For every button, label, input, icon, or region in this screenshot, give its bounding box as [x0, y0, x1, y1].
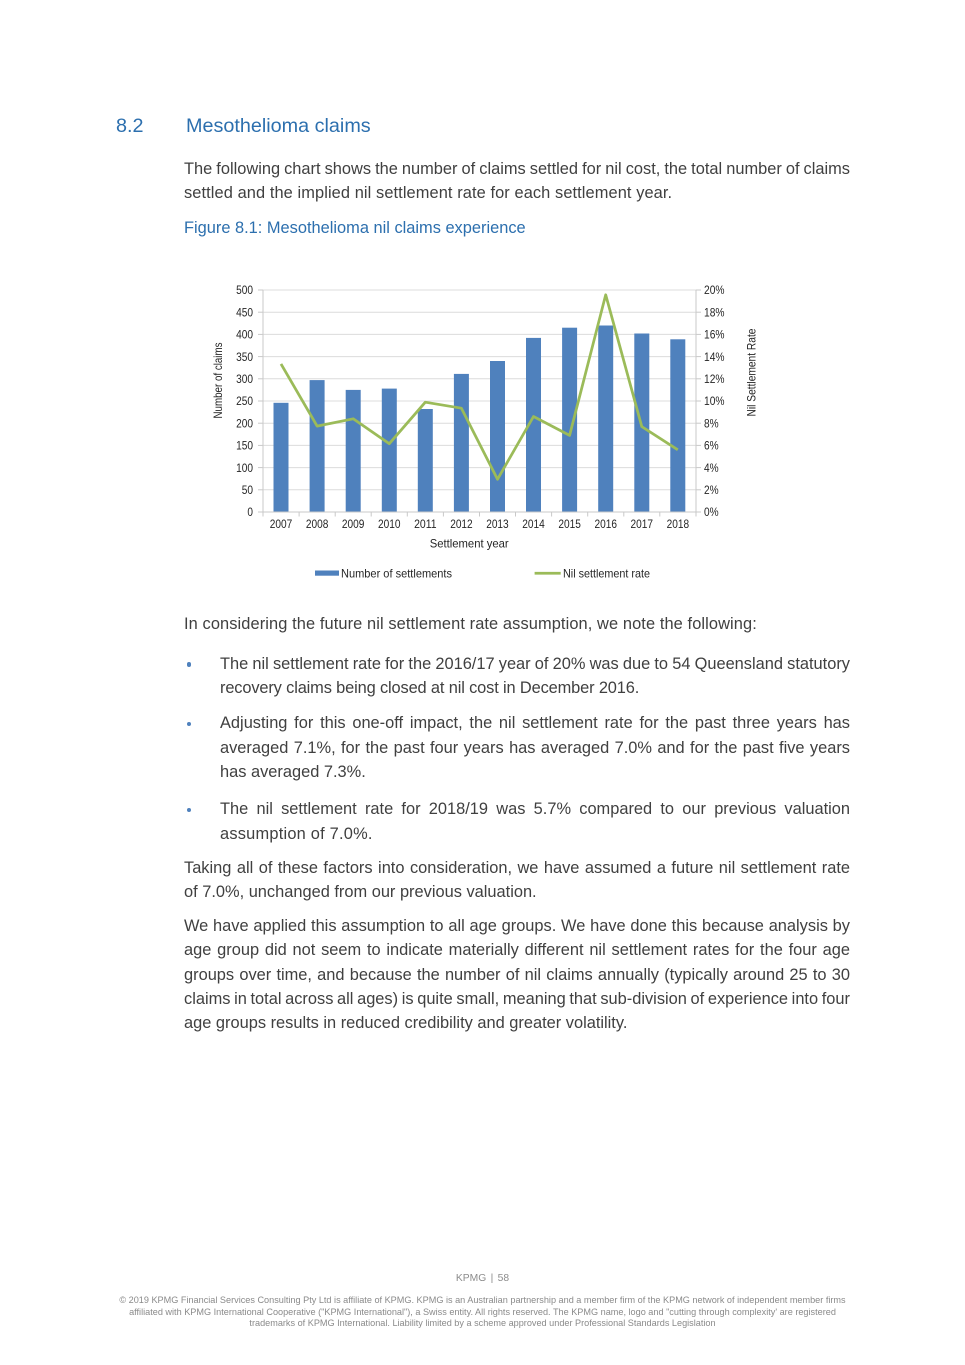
svg-text:2018: 2018	[667, 517, 690, 531]
svg-text:300: 300	[236, 372, 253, 386]
svg-text:2014: 2014	[522, 517, 545, 531]
svg-text:100: 100	[236, 461, 253, 475]
svg-text:14%: 14%	[704, 350, 725, 364]
svg-text:Number of claims: Number of claims	[211, 343, 225, 419]
svg-text:2009: 2009	[342, 517, 365, 531]
svg-text:10%: 10%	[704, 394, 725, 408]
svg-text:50: 50	[242, 483, 254, 497]
svg-text:2%: 2%	[704, 483, 719, 497]
svg-text:2008: 2008	[306, 517, 329, 531]
svg-text:6%: 6%	[704, 439, 719, 453]
svg-text:16%: 16%	[704, 328, 725, 342]
svg-text:2012: 2012	[450, 517, 473, 531]
svg-text:2017: 2017	[631, 517, 654, 531]
svg-text:200: 200	[236, 416, 253, 430]
svg-text:250: 250	[236, 394, 253, 408]
svg-text:Nil settlement rate: Nil settlement rate	[563, 567, 650, 581]
svg-text:500: 500	[236, 283, 253, 297]
svg-text:2013: 2013	[486, 517, 509, 531]
svg-text:150: 150	[236, 439, 253, 453]
svg-text:350: 350	[236, 350, 253, 364]
svg-text:8%: 8%	[704, 416, 719, 430]
svg-text:2015: 2015	[558, 517, 581, 531]
svg-text:0: 0	[247, 505, 253, 519]
svg-text:20%: 20%	[704, 283, 725, 297]
svg-text:Nil Settlement Rate: Nil Settlement Rate	[745, 328, 759, 416]
svg-text:Settlement year: Settlement year	[430, 537, 509, 551]
svg-text:2010: 2010	[378, 517, 401, 531]
svg-text:Number of settlements: Number of settlements	[341, 567, 452, 581]
svg-text:2011: 2011	[414, 517, 437, 531]
svg-text:450: 450	[236, 305, 253, 319]
svg-text:400: 400	[236, 328, 253, 342]
svg-text:0%: 0%	[704, 505, 719, 519]
svg-text:4%: 4%	[704, 461, 719, 475]
svg-text:2016: 2016	[595, 517, 618, 531]
svg-text:18%: 18%	[704, 305, 725, 319]
svg-text:2007: 2007	[270, 517, 293, 531]
svg-text:12%: 12%	[704, 372, 725, 386]
